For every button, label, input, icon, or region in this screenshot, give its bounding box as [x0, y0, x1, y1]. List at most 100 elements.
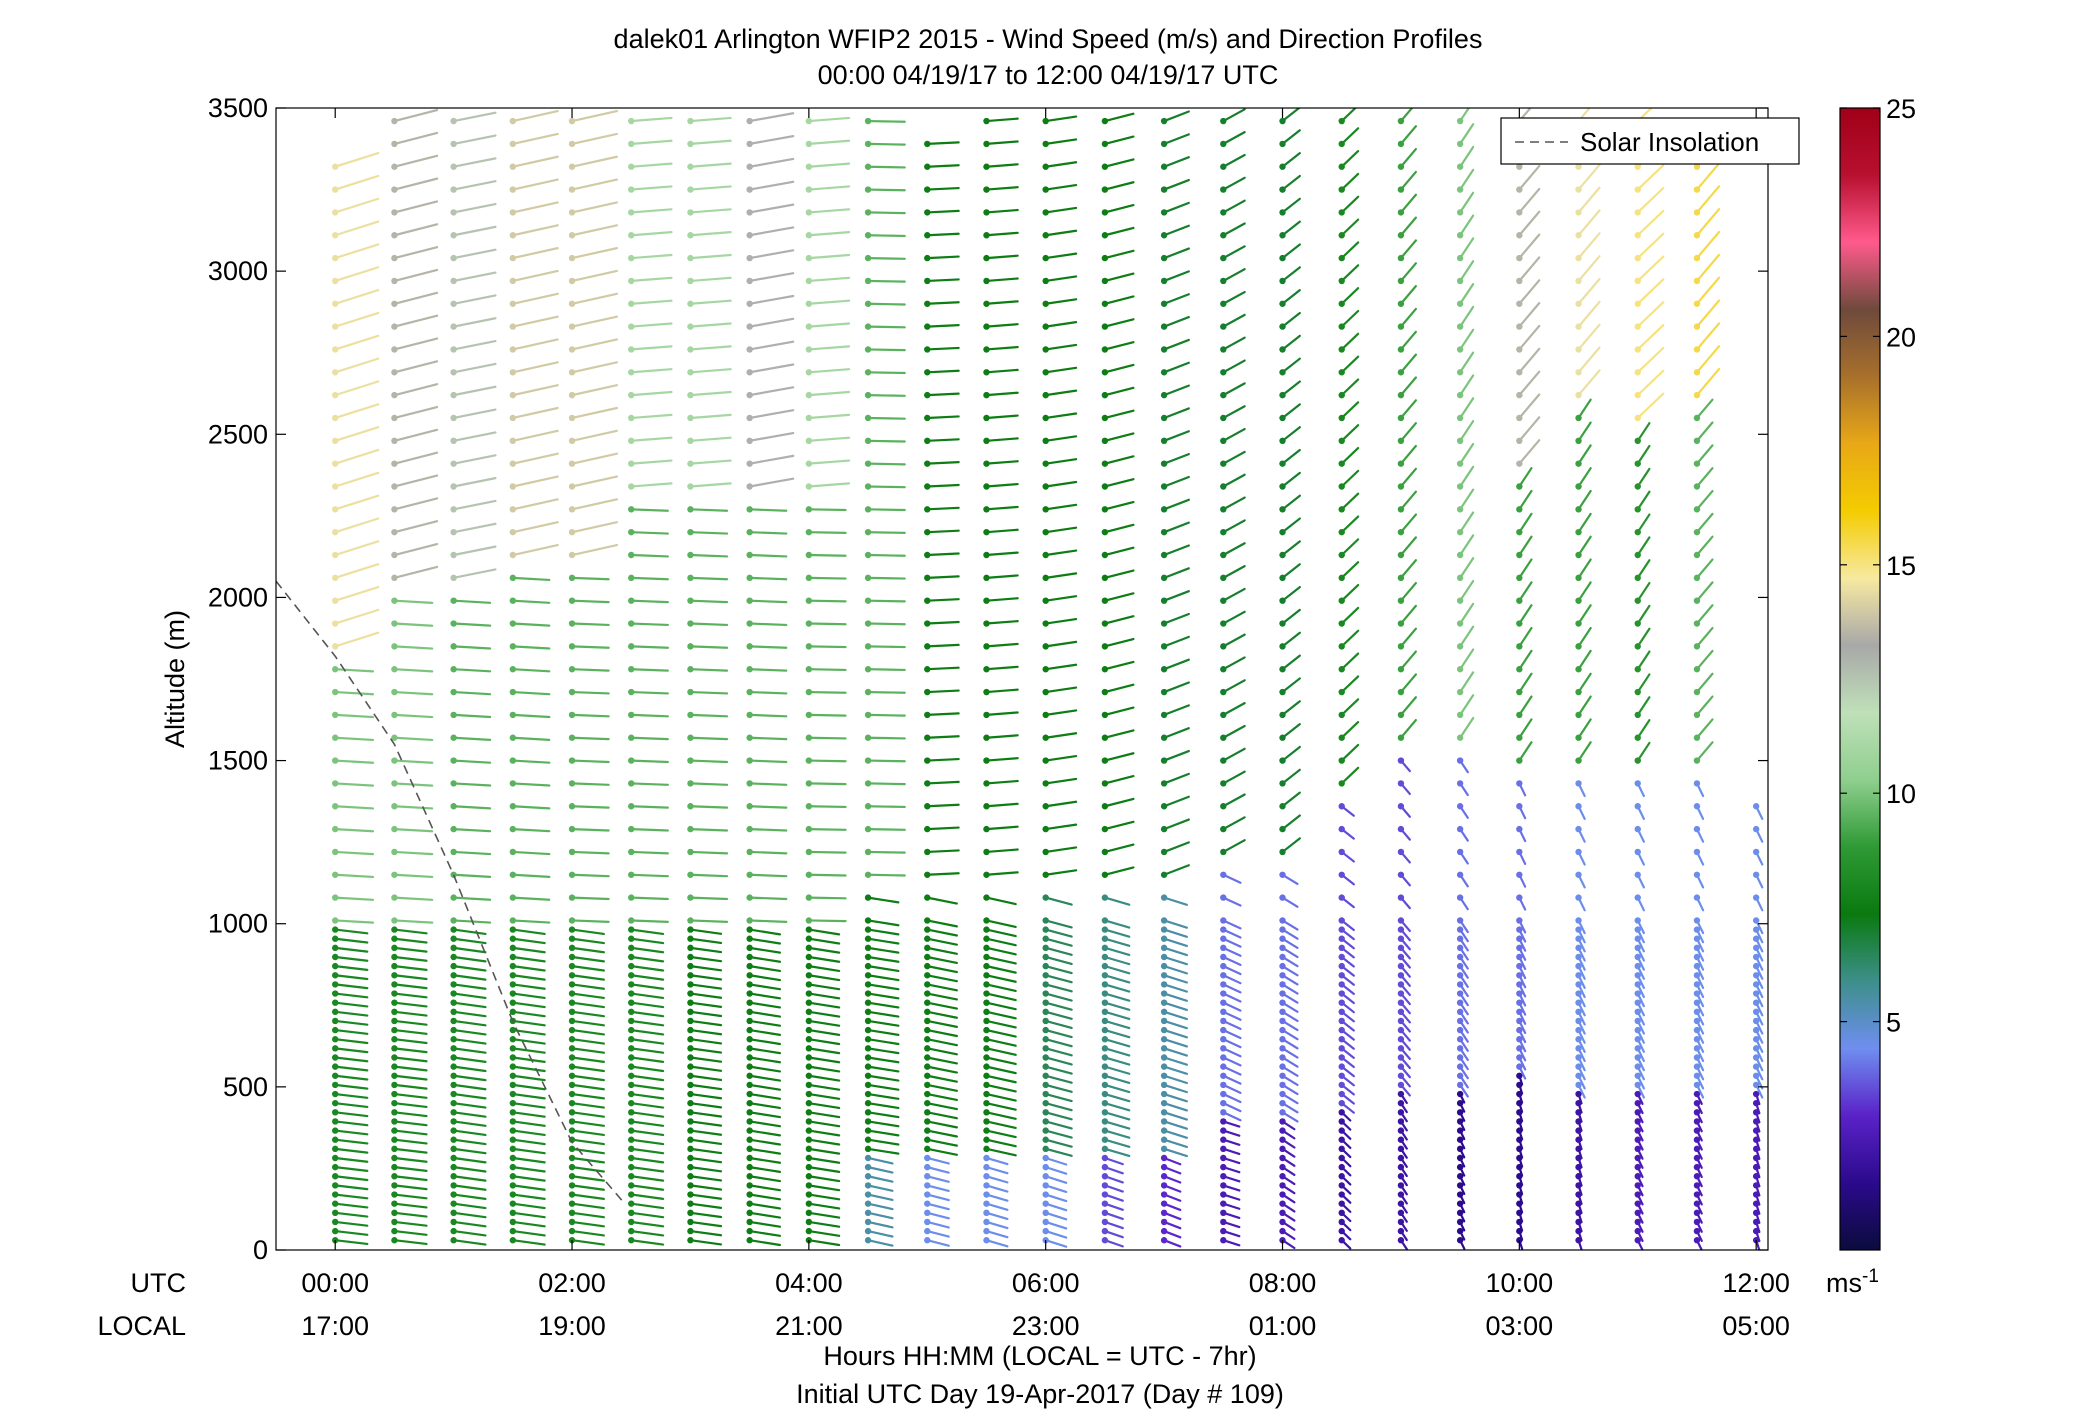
wind-vector: [452, 225, 497, 237]
wind-vector: [1518, 649, 1533, 671]
wind-vector: [511, 521, 559, 534]
wind-vector: [1162, 1138, 1188, 1149]
wind-point: [1160, 894, 1168, 901]
wind-point: [864, 346, 872, 353]
wind-vector: [511, 983, 546, 990]
wind-point: [332, 990, 339, 997]
wind-point: [924, 962, 931, 970]
wind-vector: [630, 116, 673, 123]
wind-vector: [1636, 741, 1651, 762]
wind-point: [628, 460, 635, 467]
wind-point: [1456, 140, 1464, 148]
x-tick-label-utc: 02:00: [538, 1268, 606, 1298]
wind-vector: [1399, 467, 1417, 488]
wind-point: [1456, 848, 1464, 856]
wind-point: [687, 1045, 694, 1052]
wind-vector: [689, 1138, 723, 1146]
wind-point: [687, 926, 694, 933]
wind-vector: [334, 380, 380, 397]
wind-point: [1042, 232, 1049, 239]
wind-vector: [393, 928, 428, 935]
wind-point: [1160, 926, 1168, 933]
legend: Solar Insolation: [1500, 117, 1800, 165]
wind-point: [1279, 871, 1286, 878]
wind-point: [450, 734, 457, 741]
wind-point: [1752, 981, 1760, 988]
wind-vector: [689, 645, 729, 649]
wind-point: [628, 1118, 635, 1125]
wind-point: [509, 1227, 517, 1235]
wind-vector: [1222, 633, 1246, 648]
wind-vector: [926, 1010, 958, 1019]
wind-vector: [452, 339, 497, 351]
wind-vector: [1103, 752, 1135, 762]
wind-vector: [866, 234, 906, 238]
wind-point: [1160, 917, 1168, 924]
wind-vector: [630, 1111, 665, 1118]
wind-vector: [807, 253, 851, 260]
wind-vector: [748, 363, 795, 374]
wind-point: [1220, 734, 1227, 741]
wind-point: [332, 1163, 339, 1171]
wind-point: [628, 1191, 635, 1198]
wind-vector: [1281, 152, 1301, 168]
wind-point: [746, 391, 753, 399]
wind-vector: [334, 540, 380, 557]
wind-vector: [689, 622, 729, 627]
wind-vector: [511, 1156, 546, 1164]
wind-point: [924, 917, 931, 924]
wind-vector: [1103, 955, 1131, 966]
wind-vector: [452, 271, 497, 283]
wind-point: [1634, 1209, 1641, 1217]
wind-point: [1220, 935, 1227, 942]
wind-vector: [1518, 279, 1541, 305]
wind-point: [450, 483, 457, 490]
wind-point: [450, 1008, 457, 1016]
wind-point: [924, 1227, 931, 1235]
wind-vector: [511, 873, 551, 878]
wind-point: [1752, 825, 1760, 833]
wind-point: [332, 666, 339, 673]
wind-vector: [1162, 928, 1188, 938]
wind-point: [1456, 1081, 1464, 1089]
wind-point: [1397, 1218, 1405, 1226]
wind-point: [1160, 803, 1168, 810]
wind-point: [1397, 369, 1405, 376]
wind-point: [450, 757, 457, 764]
wind-profile: [864, 117, 906, 1247]
wind-point: [1634, 254, 1641, 262]
wind-point: [805, 972, 813, 979]
wind-point: [1456, 506, 1464, 513]
wind-vector: [1399, 216, 1417, 237]
wind-point: [924, 232, 931, 239]
wind-point: [1101, 574, 1109, 582]
wind-point: [1634, 1182, 1641, 1189]
wind-point: [568, 1154, 576, 1162]
wind-vector: [748, 272, 795, 283]
wind-vector: [807, 1220, 841, 1228]
wind-point: [864, 1081, 872, 1089]
wind-point: [1693, 391, 1701, 399]
wind-point: [568, 1054, 576, 1061]
wind-point: [1575, 825, 1582, 833]
wind-point: [864, 780, 872, 787]
wind-point: [1397, 972, 1405, 979]
wind-vector: [1340, 515, 1360, 534]
wind-point: [509, 1218, 517, 1226]
wind-vector: [393, 520, 439, 534]
wind-point: [1575, 254, 1582, 262]
wind-point: [805, 483, 813, 490]
wind-vector: [393, 1147, 428, 1154]
wind-point: [628, 643, 635, 650]
wind-vector: [630, 413, 673, 420]
wind-point: [1634, 1200, 1641, 1207]
wind-vector: [866, 508, 906, 512]
wind-vector: [748, 690, 788, 695]
wind-vector: [1577, 489, 1592, 511]
wind-point: [509, 734, 517, 741]
wind-vector: [926, 992, 958, 1001]
wind-vector: [748, 955, 782, 963]
wind-point: [1160, 209, 1168, 216]
wind-point: [805, 1045, 813, 1052]
